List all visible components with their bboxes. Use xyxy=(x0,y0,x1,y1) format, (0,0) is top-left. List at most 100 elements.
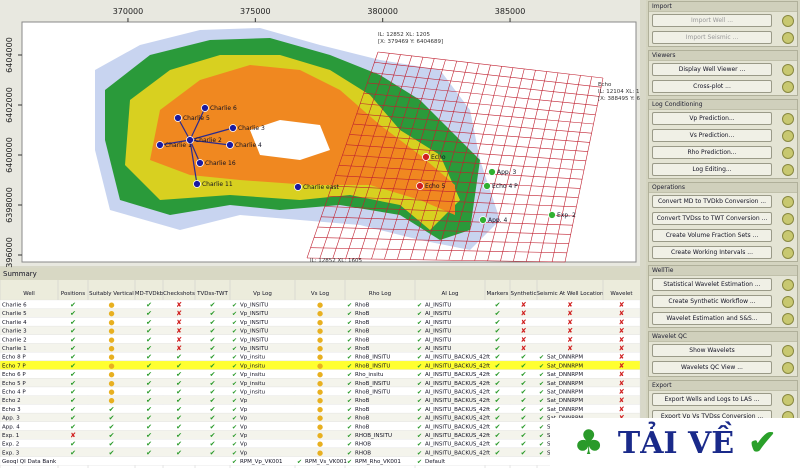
action-button[interactable]: Convert MD to TVDkb Conversion ... xyxy=(652,195,772,208)
cell-text: App. 3 xyxy=(2,416,20,422)
well-label: Charlie 11 xyxy=(202,181,233,188)
well-marker xyxy=(196,159,204,167)
log-check-icon: ✔ xyxy=(232,433,237,440)
action-button[interactable]: Vs Prediction... xyxy=(652,129,772,142)
status-icon: ✔ xyxy=(146,318,152,326)
log-check-icon: ✔ xyxy=(347,346,352,353)
status-icon: ● xyxy=(317,310,323,318)
action-button[interactable]: Log Editing... xyxy=(652,163,772,176)
cell-text: AI_INSITU_BACKUS_42ft xyxy=(425,355,491,361)
help-button[interactable] xyxy=(782,146,794,159)
log-check-icon: ✔ xyxy=(417,328,422,335)
status-icon: ✔ xyxy=(495,440,501,448)
action-button[interactable]: Wavelet Estimation and S&S... xyxy=(652,312,772,325)
status-icon: ● xyxy=(317,353,323,361)
help-button[interactable] xyxy=(782,80,794,93)
cell-text: Vp xyxy=(240,407,248,413)
log-check-icon: ✔ xyxy=(417,337,422,344)
panel-section: Wavelet QC Show Wavelets Wavelets QC View … xyxy=(648,331,798,377)
action-button[interactable]: Display Well Viewer ... xyxy=(652,63,772,76)
cell-text: RhoB xyxy=(355,424,370,430)
well-marker xyxy=(479,216,487,224)
status-icon: ✔ xyxy=(146,353,152,361)
help-button[interactable] xyxy=(782,14,794,27)
log-check-icon: ✔ xyxy=(347,398,352,405)
status-icon: ● xyxy=(108,362,114,370)
column-header: AI Log xyxy=(442,291,459,297)
log-check-icon: ✔ xyxy=(417,389,422,396)
well-label: Charlie 2 xyxy=(195,137,222,144)
status-icon: ✔ xyxy=(70,327,76,335)
cell-text: RhoB xyxy=(355,416,370,422)
help-button[interactable] xyxy=(782,246,794,259)
status-icon: ✔ xyxy=(70,371,76,379)
cell-text: RhoB_INSITU xyxy=(355,355,390,361)
action-button[interactable]: Convert TVDss to TWT Conversion ... xyxy=(652,212,772,225)
cell-text: Geoql QI Data Bank xyxy=(2,459,57,465)
status-icon: ✔ xyxy=(495,397,501,405)
status-icon: ✘ xyxy=(567,310,573,318)
action-button[interactable]: Show Wavelets xyxy=(652,344,772,357)
log-check-icon: ✔ xyxy=(347,363,352,370)
help-button[interactable] xyxy=(782,344,794,357)
status-icon: ✔ xyxy=(210,388,216,396)
status-icon: ✘ xyxy=(521,318,527,326)
well-marker xyxy=(422,153,430,161)
status-icon: ● xyxy=(108,379,114,387)
help-button[interactable] xyxy=(782,112,794,125)
action-button[interactable]: Cross-plot ... xyxy=(652,80,772,93)
help-button[interactable] xyxy=(782,393,794,406)
help-button[interactable] xyxy=(782,361,794,374)
log-check-icon: ✔ xyxy=(347,415,352,422)
log-check-icon: ✔ xyxy=(539,398,544,405)
help-button[interactable] xyxy=(782,129,794,142)
well-marker xyxy=(174,114,182,122)
log-check-icon: ✔ xyxy=(347,389,352,396)
log-check-icon: ✔ xyxy=(232,354,237,361)
help-button[interactable] xyxy=(782,163,794,176)
log-check-icon: ✔ xyxy=(417,398,422,405)
action-button[interactable]: Vp Prediction... xyxy=(652,112,772,125)
log-check-icon: ✔ xyxy=(539,450,544,457)
log-check-icon: ✔ xyxy=(539,380,544,387)
help-button[interactable] xyxy=(782,278,794,291)
button-row: Show Wavelets xyxy=(649,342,797,359)
well-marker xyxy=(201,104,209,112)
log-check-icon: ✔ xyxy=(232,363,237,370)
status-icon: ● xyxy=(317,379,323,387)
status-icon: ✘ xyxy=(619,405,625,413)
survey-line xyxy=(526,74,570,262)
help-button[interactable] xyxy=(782,312,794,325)
cell-text: AI_INSITU xyxy=(425,329,451,335)
button-row: Create Synthetic Workflow ... xyxy=(649,293,797,310)
cell-text: Echo 3 xyxy=(2,407,21,413)
help-button[interactable] xyxy=(782,212,794,225)
log-check-icon: ✔ xyxy=(232,415,237,422)
status-icon: ✘ xyxy=(176,327,182,335)
status-icon: ✔ xyxy=(521,397,527,405)
well-trajectory xyxy=(159,139,191,146)
help-button[interactable] xyxy=(782,295,794,308)
help-button[interactable] xyxy=(782,63,794,76)
help-button[interactable] xyxy=(782,195,794,208)
summary-table: Summary Well Positions Suitably Vertical MD-… xyxy=(0,268,641,468)
status-icon: ✔ xyxy=(176,414,182,422)
status-icon: ✔ xyxy=(495,405,501,413)
log-check-icon: ✔ xyxy=(417,380,422,387)
status-icon: ✔ xyxy=(210,336,216,344)
column-header: Vs Log xyxy=(311,291,329,297)
action-button[interactable]: Create Working Intervals ... xyxy=(652,246,772,259)
action-button[interactable]: Create Volume Fraction Sets ... xyxy=(652,229,772,242)
action-button[interactable]: Export Wells and Logs to LAS ... xyxy=(652,393,772,406)
status-icon: ✔ xyxy=(521,449,527,457)
help-button[interactable] xyxy=(782,31,794,44)
action-button[interactable]: Wavelets QC View ... xyxy=(652,361,772,374)
action-button[interactable]: Create Synthetic Workflow ... xyxy=(652,295,772,308)
status-icon: ✔ xyxy=(70,423,76,431)
section-title: Export xyxy=(649,381,797,391)
cell-text: AI_INSITU_BACKUS_42ft xyxy=(425,442,491,448)
cell-text: Vp_insitu xyxy=(240,363,265,369)
action-button[interactable]: Rho Prediction... xyxy=(652,146,772,159)
action-button[interactable]: Statistical Wavelet Estimation ... xyxy=(652,278,772,291)
help-button[interactable] xyxy=(782,229,794,242)
